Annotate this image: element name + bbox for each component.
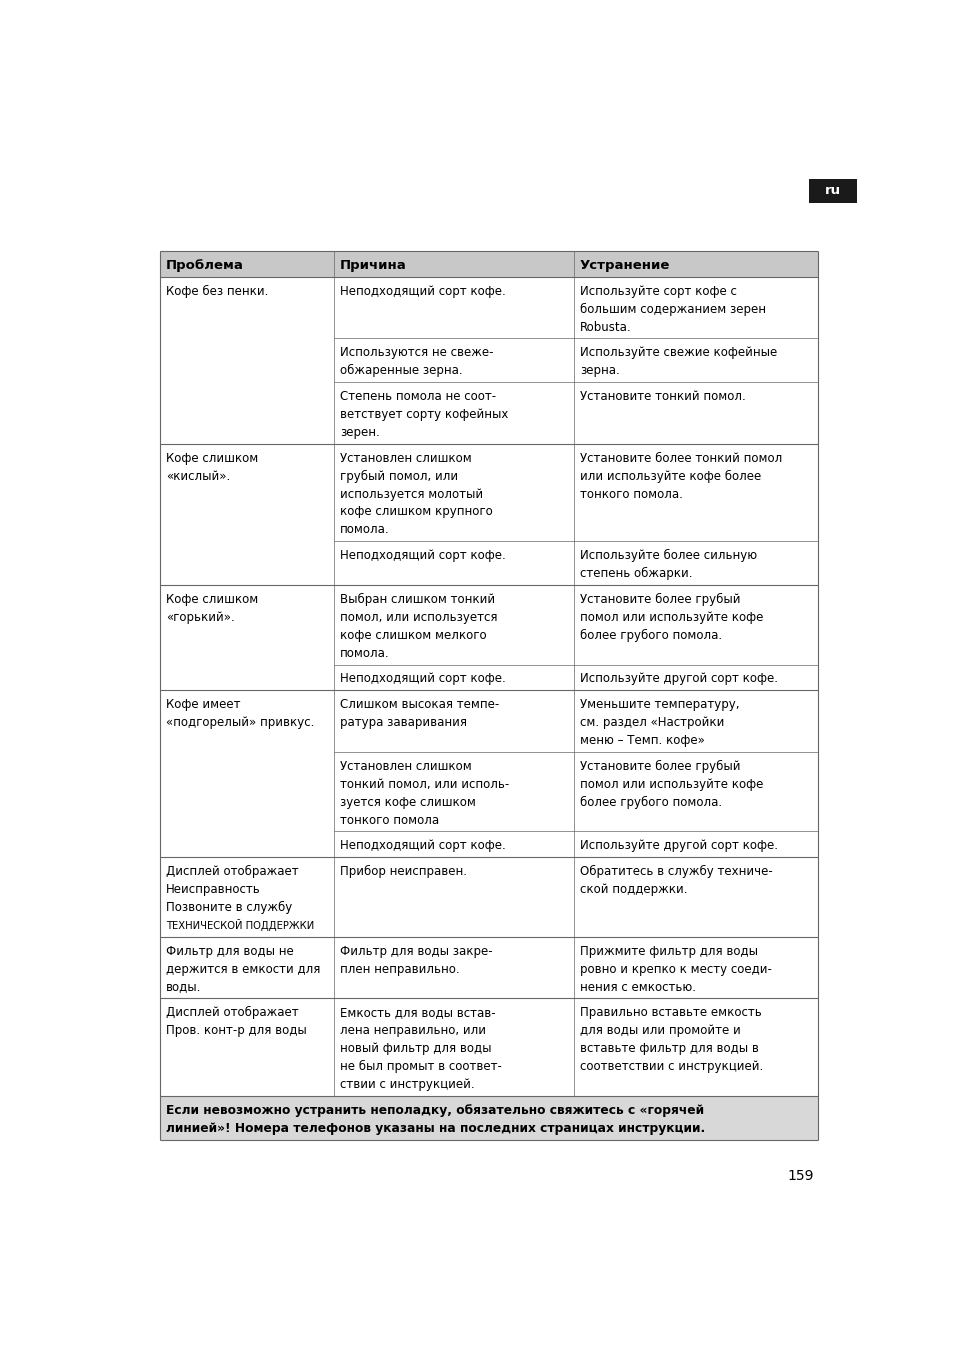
Text: Кофе без пенки.: Кофе без пенки. [166,284,268,298]
Text: тонкого помола: тонкого помола [339,814,438,826]
Text: Неподходящий сорт кофе.: Неподходящий сорт кофе. [339,284,505,298]
Text: ТЕХНИЧЕСКОЙ ПОДДЕРЖКИ: ТЕХНИЧЕСКОЙ ПОДДЕРЖКИ [166,919,314,932]
Text: Выбран слишком тонкий: Выбран слишком тонкий [339,593,495,607]
Text: не был промыт в соответ-: не был промыт в соответ- [339,1060,501,1074]
Text: Слишком высокая темпе-: Слишком высокая темпе- [339,699,498,711]
Text: большим содержанием зерен: большим содержанием зерен [579,302,765,315]
Text: Установите более тонкий помол: Установите более тонкий помол [579,452,781,464]
Bar [160,250,817,276]
Text: Устранение: Устранение [579,259,669,272]
Text: ru: ru [824,184,841,198]
Text: помол или используйте кофе: помол или используйте кофе [579,777,762,791]
Text: меню – Темп. кофе»: меню – Темп. кофе» [579,734,704,747]
Text: для воды или промойте и: для воды или промойте и [579,1024,740,1037]
Text: нения с емкостью.: нения с емкостью. [579,980,695,994]
Text: Дисплей отображает: Дисплей отображает [166,1006,298,1020]
Text: новый фильтр для воды: новый фильтр для воды [339,1043,491,1055]
Text: ветствует сорту кофейных: ветствует сорту кофейных [339,408,508,421]
Text: вставьте фильтр для воды в: вставьте фильтр для воды в [579,1043,758,1055]
Text: лена неправильно, или: лена неправильно, или [339,1024,485,1037]
Text: Установите более грубый: Установите более грубый [579,760,740,773]
Text: Установлен слишком: Установлен слишком [339,452,471,464]
Text: помол, или используется: помол, или используется [339,611,497,624]
Text: Емкость для воды встав-: Емкость для воды встав- [339,1006,495,1020]
Text: зерна.: зерна. [579,364,618,378]
Text: Установите более грубый: Установите более грубый [579,593,740,607]
Text: «горький».: «горький». [166,611,234,624]
Text: Используйте другой сорт кофе.: Используйте другой сорт кофе. [579,839,777,853]
Text: тонкого помола.: тонкого помола. [579,487,682,501]
Text: или используйте кофе более: или используйте кофе более [579,470,760,482]
Text: зерен.: зерен. [339,427,379,439]
Text: ровно и крепко к месту соеди-: ровно и крепко к месту соеди- [579,963,771,976]
Text: Неподходящий сорт кофе.: Неподходящий сорт кофе. [339,839,505,853]
Text: помола.: помола. [339,647,389,659]
Text: Степень помола не соот-: Степень помола не соот- [339,390,496,403]
Text: «кислый».: «кислый». [166,470,230,482]
Text: см. раздел «Настройки: см. раздел «Настройки [579,716,723,730]
Text: ской поддержки.: ской поддержки. [579,883,686,896]
Text: более грубого помола.: более грубого помола. [579,628,721,642]
Text: более грубого помола.: более грубого помола. [579,796,721,808]
Text: ратура заваривания: ратура заваривания [339,716,466,730]
Text: кофе слишком крупного: кофе слишком крупного [339,505,492,519]
Text: Позвоните в службу: Позвоните в службу [166,900,292,914]
Text: ствии с инструкцией.: ствии с инструкцией. [339,1078,474,1091]
Text: тонкий помол, или исполь-: тонкий помол, или исполь- [339,777,509,791]
Text: Если невозможно устранить неполадку, обязательно свяжитесь с «горячей: Если невозможно устранить неполадку, обя… [166,1104,703,1117]
Text: кофе слишком мелкого: кофе слишком мелкого [339,628,486,642]
Text: Используются не свеже-: Используются не свеже- [339,347,493,359]
Text: Фильтр для воды закре-: Фильтр для воды закре- [339,945,492,957]
Text: Используйте более сильную: Используйте более сильную [579,550,756,562]
Bar [808,179,856,203]
Text: «подгорелый» привкус.: «подгорелый» привкус. [166,716,314,730]
Text: Правильно вставьте емкость: Правильно вставьте емкость [579,1006,760,1020]
Text: Используйте свежие кофейные: Используйте свежие кофейные [579,347,777,359]
Text: зуется кофе слишком: зуется кофе слишком [339,796,476,808]
Text: степень обжарки.: степень обжарки. [579,567,692,580]
Text: 159: 159 [786,1169,813,1183]
Text: Используйте сорт кофе с: Используйте сорт кофе с [579,284,736,298]
Text: Неподходящий сорт кофе.: Неподходящий сорт кофе. [339,550,505,562]
Text: Используйте другой сорт кофе.: Используйте другой сорт кофе. [579,673,777,685]
Text: Установлен слишком: Установлен слишком [339,760,471,773]
Text: Пров. конт-р для воды: Пров. конт-р для воды [166,1024,306,1037]
Text: Кофе слишком: Кофе слишком [166,593,257,607]
Text: Неисправность: Неисправность [166,883,260,896]
Text: Причина: Причина [339,259,406,272]
Text: соответствии с инструкцией.: соответствии с инструкцией. [579,1060,762,1074]
Text: помола.: помола. [339,524,389,536]
Text: Проблема: Проблема [166,259,243,272]
Text: Дисплей отображает: Дисплей отображает [166,865,298,879]
Text: Robusta.: Robusta. [579,321,631,333]
Text: Прижмите фильтр для воды: Прижмите фильтр для воды [579,945,757,957]
Text: используется молотый: используется молотый [339,487,482,501]
Text: грубый помол, или: грубый помол, или [339,470,457,482]
Text: помол или используйте кофе: помол или используйте кофе [579,611,762,624]
Text: обжаренные зерна.: обжаренные зерна. [339,364,462,378]
Text: Установите тонкий помол.: Установите тонкий помол. [579,390,744,403]
Text: Неподходящий сорт кофе.: Неподходящий сорт кофе. [339,673,505,685]
Bar [160,1095,817,1140]
Text: держится в емкости для: держится в емкости для [166,963,320,976]
Text: Обратитесь в службу техниче-: Обратитесь в службу техниче- [579,865,772,879]
Text: воды.: воды. [166,980,201,994]
Text: Фильтр для воды не: Фильтр для воды не [166,945,294,957]
Text: Кофе слишком: Кофе слишком [166,452,257,464]
Text: линией»! Номера телефонов указаны на последних страницах инструкции.: линией»! Номера телефонов указаны на пос… [166,1121,704,1135]
Text: Прибор неисправен.: Прибор неисправен. [339,865,466,879]
Text: Уменьшите температуру,: Уменьшите температуру, [579,699,739,711]
Text: Кофе имеет: Кофе имеет [166,699,240,711]
Text: плен неправильно.: плен неправильно. [339,963,459,976]
